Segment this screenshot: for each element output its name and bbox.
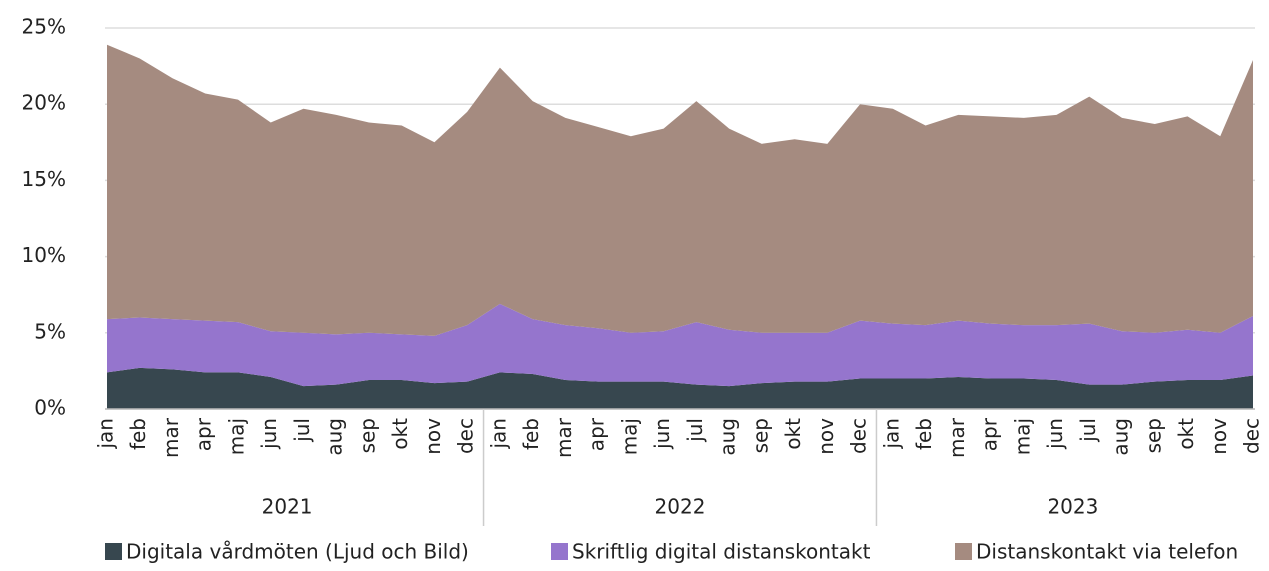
area xyxy=(107,44,1253,336)
year-label: 2023 xyxy=(1047,495,1098,519)
legend-label: Digitala vårdmöten (Ljud och Bild) xyxy=(126,540,469,564)
x-tick-label: maj xyxy=(224,418,248,455)
x-tick-label: dec xyxy=(1240,418,1264,454)
x-tick-label: dec xyxy=(454,418,478,454)
x-tick-label: jun xyxy=(257,418,281,450)
y-tick-label: 25% xyxy=(22,15,66,39)
x-tick-label: okt xyxy=(1174,418,1198,450)
x-tick-label: jan xyxy=(879,418,903,450)
x-tick-label: maj xyxy=(617,418,641,455)
x-tick-label: feb xyxy=(912,418,936,450)
x-tick-label: feb xyxy=(519,418,543,450)
legend-label: Distanskontakt via telefon xyxy=(976,540,1238,564)
x-tick-label: jul xyxy=(290,418,314,443)
x-tick-label: jun xyxy=(1043,418,1067,450)
x-tick-label: aug xyxy=(323,418,347,456)
x-tick-label: okt xyxy=(388,418,412,450)
y-tick-label: 10% xyxy=(22,243,66,267)
year-label: 2022 xyxy=(655,495,706,519)
x-tick-label: sep xyxy=(748,418,772,453)
x-tick-label: jan xyxy=(486,418,510,450)
legend-swatch xyxy=(955,543,972,560)
x-tick-label: mar xyxy=(945,417,969,458)
x-tick-label: nov xyxy=(421,418,445,455)
x-tick-label: apr xyxy=(192,417,216,451)
y-tick-label: 20% xyxy=(22,91,66,115)
x-tick-label: okt xyxy=(781,418,805,450)
x-tick-label: sep xyxy=(355,418,379,453)
legend-swatch xyxy=(551,543,568,560)
legend-swatch xyxy=(105,543,122,560)
x-tick-label: mar xyxy=(552,417,576,458)
x-tick-label: aug xyxy=(716,418,740,456)
year-label: 2021 xyxy=(262,495,313,519)
x-tick-label: apr xyxy=(585,417,609,451)
y-tick-label: 0% xyxy=(34,396,66,420)
x-tick-label: jun xyxy=(650,418,674,450)
x-tick-label: jan xyxy=(94,418,118,450)
x-tick-label: nov xyxy=(814,418,838,455)
area xyxy=(107,367,1253,409)
x-tick-label: aug xyxy=(1109,418,1133,456)
x-tick-label: mar xyxy=(159,417,183,458)
y-tick-label: 15% xyxy=(22,167,66,191)
x-tick-label: sep xyxy=(1141,418,1165,453)
x-tick-label: dec xyxy=(847,418,871,454)
x-tick-label: apr xyxy=(978,417,1002,451)
y-tick-label: 5% xyxy=(34,319,66,343)
x-tick-label: jul xyxy=(683,418,707,443)
x-tick-label: feb xyxy=(126,418,150,450)
x-tick-label: nov xyxy=(1207,418,1231,455)
x-tick-label: jul xyxy=(1076,418,1100,443)
legend-label: Skriftlig digital distanskontakt xyxy=(572,540,871,564)
x-tick-label: maj xyxy=(1010,418,1034,455)
area xyxy=(107,303,1253,387)
